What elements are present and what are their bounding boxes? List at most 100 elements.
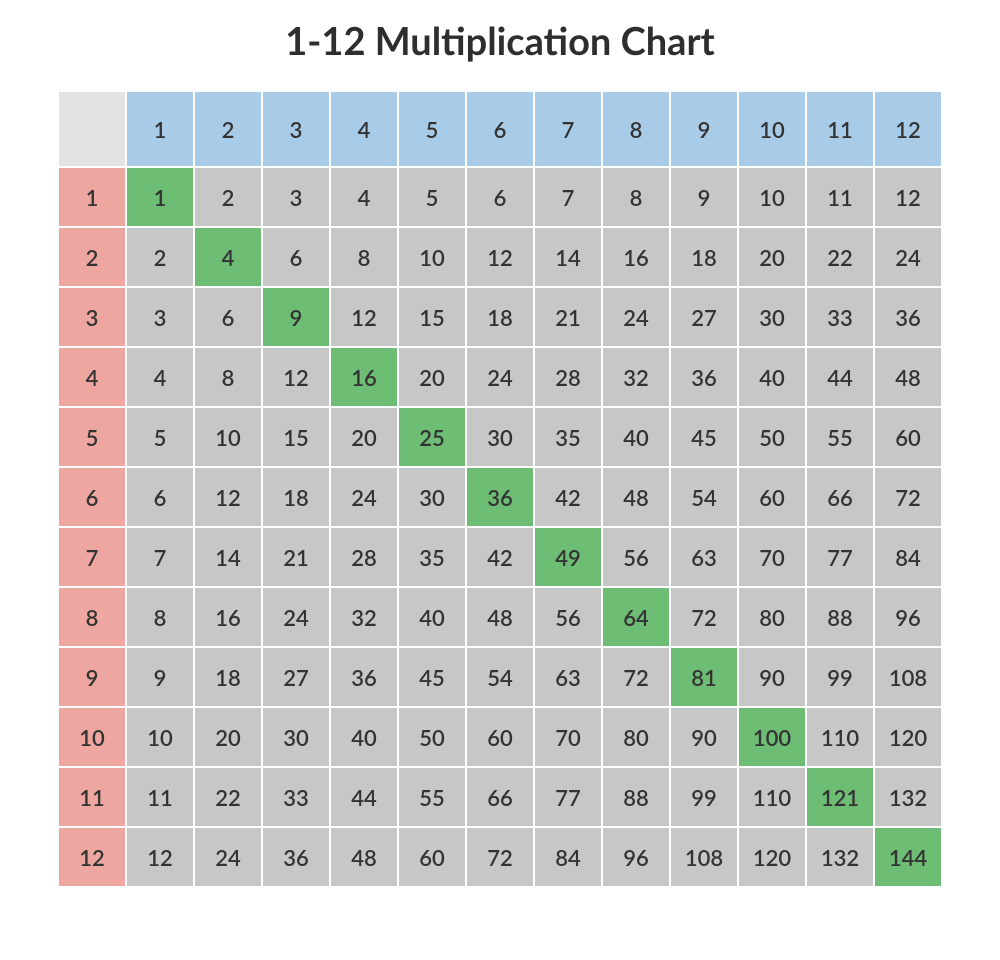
body-cell: 20 xyxy=(398,347,466,407)
body-cell: 50 xyxy=(738,407,806,467)
row-header-cell: 2 xyxy=(58,227,126,287)
row-header-cell: 12 xyxy=(58,827,126,887)
body-cell: 48 xyxy=(602,467,670,527)
body-cell: 120 xyxy=(874,707,942,767)
col-header-cell: 8 xyxy=(602,91,670,167)
col-header-cell: 10 xyxy=(738,91,806,167)
body-cell: 24 xyxy=(330,467,398,527)
body-cell: 24 xyxy=(602,287,670,347)
body-cell: 30 xyxy=(262,707,330,767)
body-cell: 70 xyxy=(534,707,602,767)
body-cell: 22 xyxy=(806,227,874,287)
body-cell: 35 xyxy=(534,407,602,467)
body-cell: 60 xyxy=(874,407,942,467)
body-cell: 108 xyxy=(874,647,942,707)
body-cell: 2 xyxy=(194,167,262,227)
body-cell: 36 xyxy=(262,827,330,887)
body-cell: 8 xyxy=(602,167,670,227)
row-header-cell: 8 xyxy=(58,587,126,647)
body-cell: 84 xyxy=(874,527,942,587)
body-cell: 24 xyxy=(262,587,330,647)
body-cell: 28 xyxy=(330,527,398,587)
body-cell: 21 xyxy=(262,527,330,587)
body-cell: 44 xyxy=(330,767,398,827)
body-cell: 55 xyxy=(398,767,466,827)
table-row: 661218243036424854606672 xyxy=(58,467,942,527)
body-cell: 32 xyxy=(602,347,670,407)
body-cell: 10 xyxy=(738,167,806,227)
body-cell: 9 xyxy=(670,167,738,227)
body-cell: 18 xyxy=(466,287,534,347)
body-cell: 45 xyxy=(398,647,466,707)
body-cell: 121 xyxy=(806,767,874,827)
body-cell: 11 xyxy=(126,767,194,827)
body-cell: 8 xyxy=(126,587,194,647)
body-cell: 16 xyxy=(330,347,398,407)
body-cell: 4 xyxy=(126,347,194,407)
body-cell: 49 xyxy=(534,527,602,587)
body-cell: 7 xyxy=(534,167,602,227)
body-cell: 144 xyxy=(874,827,942,887)
body-cell: 48 xyxy=(330,827,398,887)
body-cell: 25 xyxy=(398,407,466,467)
body-cell: 110 xyxy=(806,707,874,767)
body-cell: 5 xyxy=(126,407,194,467)
body-cell: 44 xyxy=(806,347,874,407)
table-row: 224681012141618202224 xyxy=(58,227,942,287)
body-cell: 20 xyxy=(738,227,806,287)
body-cell: 100 xyxy=(738,707,806,767)
row-header-cell: 10 xyxy=(58,707,126,767)
body-cell: 63 xyxy=(670,527,738,587)
col-header-cell: 3 xyxy=(262,91,330,167)
body-cell: 8 xyxy=(330,227,398,287)
body-cell: 32 xyxy=(330,587,398,647)
row-header-cell: 7 xyxy=(58,527,126,587)
body-cell: 90 xyxy=(738,647,806,707)
body-cell: 21 xyxy=(534,287,602,347)
row-header-cell: 11 xyxy=(58,767,126,827)
body-cell: 60 xyxy=(466,707,534,767)
body-cell: 33 xyxy=(806,287,874,347)
body-cell: 99 xyxy=(806,647,874,707)
body-cell: 56 xyxy=(602,527,670,587)
body-cell: 24 xyxy=(874,227,942,287)
body-cell: 60 xyxy=(398,827,466,887)
body-cell: 1 xyxy=(126,167,194,227)
col-header-cell: 1 xyxy=(126,91,194,167)
body-cell: 27 xyxy=(262,647,330,707)
table-row: 121224364860728496108120132144 xyxy=(58,827,942,887)
body-cell: 36 xyxy=(670,347,738,407)
body-cell: 6 xyxy=(126,467,194,527)
body-cell: 6 xyxy=(466,167,534,227)
col-header-cell: 6 xyxy=(466,91,534,167)
body-cell: 28 xyxy=(534,347,602,407)
body-cell: 12 xyxy=(874,167,942,227)
table-row: 11112233445566778899110121132 xyxy=(58,767,942,827)
col-header-cell: 9 xyxy=(670,91,738,167)
body-cell: 24 xyxy=(194,827,262,887)
body-cell: 36 xyxy=(330,647,398,707)
body-cell: 10 xyxy=(194,407,262,467)
body-cell: 108 xyxy=(670,827,738,887)
multiplication-table-body: 1234567891011121123456789101112224681012… xyxy=(58,91,942,887)
body-cell: 33 xyxy=(262,767,330,827)
table-row: 551015202530354045505560 xyxy=(58,407,942,467)
body-cell: 6 xyxy=(262,227,330,287)
body-cell: 110 xyxy=(738,767,806,827)
body-cell: 12 xyxy=(262,347,330,407)
body-cell: 12 xyxy=(330,287,398,347)
body-cell: 20 xyxy=(194,707,262,767)
body-cell: 90 xyxy=(670,707,738,767)
body-cell: 9 xyxy=(262,287,330,347)
body-cell: 30 xyxy=(738,287,806,347)
table-row: 10102030405060708090100110120 xyxy=(58,707,942,767)
body-cell: 10 xyxy=(126,707,194,767)
body-cell: 6 xyxy=(194,287,262,347)
body-cell: 120 xyxy=(738,827,806,887)
body-cell: 35 xyxy=(398,527,466,587)
body-cell: 2 xyxy=(126,227,194,287)
col-header-cell: 12 xyxy=(874,91,942,167)
body-cell: 55 xyxy=(806,407,874,467)
col-header-cell: 11 xyxy=(806,91,874,167)
body-cell: 36 xyxy=(874,287,942,347)
